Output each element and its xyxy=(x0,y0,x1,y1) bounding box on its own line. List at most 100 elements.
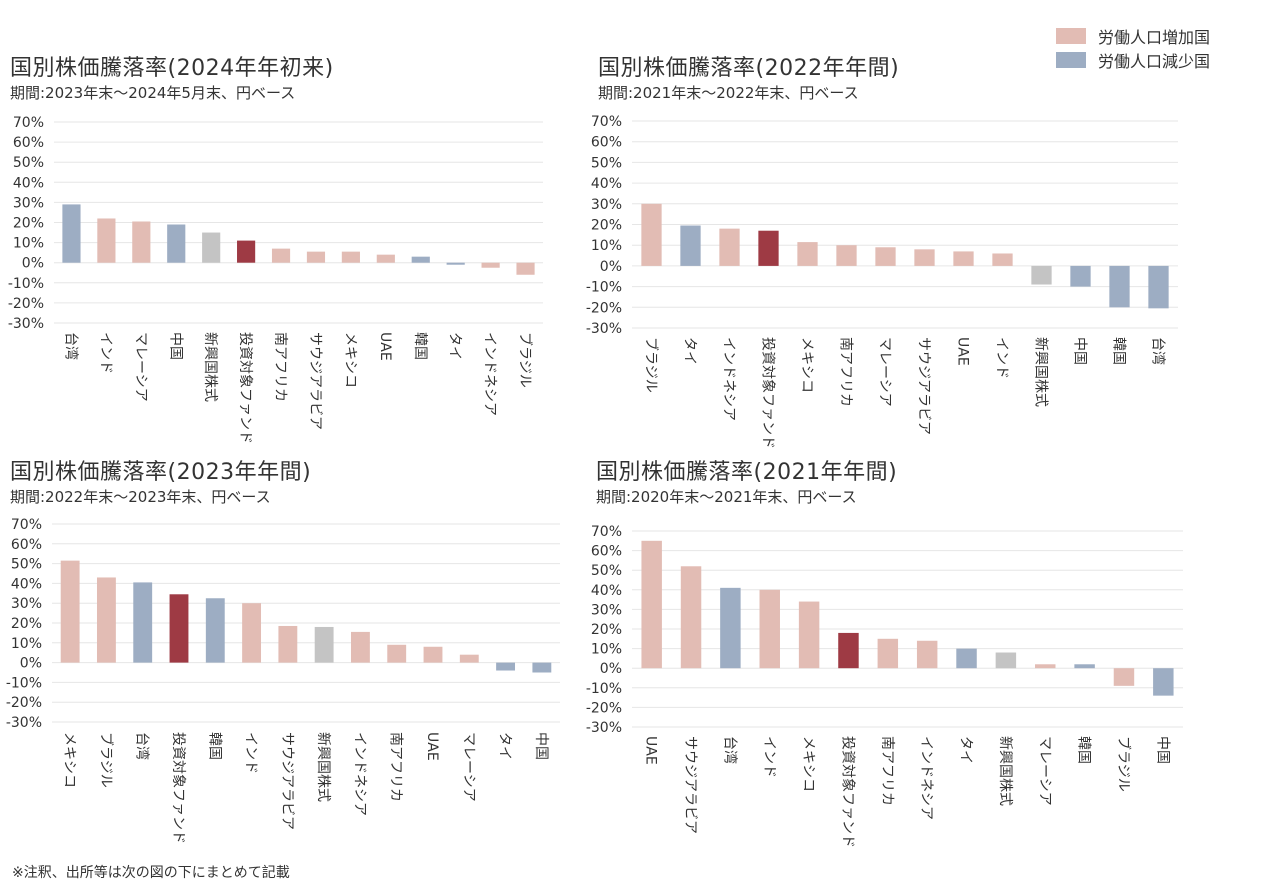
bar-ブラジル xyxy=(641,203,662,266)
bar-韓国 xyxy=(1109,265,1130,308)
x-tick-label: 韓国 xyxy=(412,332,428,360)
bar-インド xyxy=(97,218,116,263)
x-tick-label: 中国 xyxy=(1072,337,1088,365)
legend-swatch-decrease xyxy=(1056,52,1086,68)
chart-title-2024: 国別株価騰落率(2024年年初来) xyxy=(10,56,334,81)
x-axis-labels: ブラジル タイ インドネシア 投資対象ファンド メキシコ 南アフリカ マレーシア サウジアラビ… xyxy=(643,337,1167,449)
x-tick-label: ブラジル xyxy=(97,732,114,788)
x-tick-label: サウジアラビア xyxy=(307,332,323,430)
bar-タイ xyxy=(680,225,701,266)
y-tick-label: 10% xyxy=(591,642,622,658)
x-tick-label: メキシコ xyxy=(342,332,358,388)
y-tick-label: 0% xyxy=(600,661,622,677)
y-tick-label: 10% xyxy=(13,236,44,252)
x-tick-label: 韓国 xyxy=(206,732,222,760)
x-tick-label: ブラジル xyxy=(517,332,534,388)
x-tick-label: 南アフリカ xyxy=(879,736,895,806)
x-tick-label: インドネシア xyxy=(351,732,367,816)
y-tick-label: -20% xyxy=(8,296,44,312)
x-tick-label: 韓国 xyxy=(1076,736,1092,764)
legend-label-increase: 労働人口増加国 xyxy=(1098,28,1211,47)
bar-南アフリカ xyxy=(877,638,899,669)
bar-マレーシア xyxy=(132,221,151,263)
x-axis-labels: メキシコ ブラジル 台湾 投資対象ファンド 韓国 インド サウジアラビア 新興国株式 インドネシ… xyxy=(61,732,549,844)
bar-韓国 xyxy=(411,256,430,263)
x-tick-label: 新興国株式 xyxy=(1033,337,1049,407)
bars xyxy=(62,204,535,275)
y-tick-label: 20% xyxy=(591,218,622,234)
y-tick-label: 30% xyxy=(591,197,622,213)
y-tick-label: -20% xyxy=(586,300,622,316)
legend-swatch-increase xyxy=(1056,28,1086,44)
y-tick-label: -20% xyxy=(586,700,622,716)
x-tick-label: インド xyxy=(243,732,259,774)
bar-中国 xyxy=(1153,668,1174,696)
bar-新興国株式 xyxy=(314,626,334,663)
x-tick-label: 台湾 xyxy=(134,732,151,760)
y-tick-label: 70% xyxy=(591,114,622,130)
x-tick-label: マレーシア xyxy=(877,337,893,407)
y-tick-label: 40% xyxy=(591,583,622,599)
y-tick-label: 0% xyxy=(600,259,622,275)
y-tick-label: 30% xyxy=(13,195,44,211)
bar-ブラジル xyxy=(516,262,535,275)
x-tick-label: インドネシア xyxy=(918,736,934,820)
x-tick-label: UAE xyxy=(643,736,659,765)
y-tick-label: 10% xyxy=(591,238,622,254)
y-tick-label: -30% xyxy=(586,321,622,337)
y-tick-label: 40% xyxy=(11,576,42,592)
y-tick-label: 70% xyxy=(11,517,42,533)
y-tick-label: -20% xyxy=(6,695,42,711)
y-tick-label: -30% xyxy=(6,715,42,731)
bar-投資対象ファンド xyxy=(169,594,189,663)
bar-インドネシア xyxy=(916,640,938,669)
bar-南アフリカ xyxy=(836,245,857,266)
gridlines xyxy=(54,121,543,324)
y-tick-label: 30% xyxy=(591,602,622,618)
legend-item-decrease: 労働人口減少国 xyxy=(1056,48,1210,72)
x-tick-label: UAE xyxy=(955,337,971,366)
x-tick-label: UAE xyxy=(377,332,393,361)
x-tick-label: インドネシア xyxy=(721,337,737,421)
x-tick-label: インド xyxy=(97,332,113,374)
bar-chart-2023: 70% 60% 50% 40% 30% 20% 10% 0% -10% -20% -30% メキシコ ブ… xyxy=(6,517,560,844)
bar-インドネシア xyxy=(481,262,500,268)
x-tick-label: インド xyxy=(761,736,777,778)
y-tick-label: 10% xyxy=(11,636,42,652)
bar-サウジアラビア xyxy=(680,566,702,669)
legend-item-increase: 労働人口増加国 xyxy=(1056,24,1210,48)
bar-韓国 xyxy=(205,598,225,663)
bar-投資対象ファンド xyxy=(758,230,779,266)
x-tick-label: ブラジル xyxy=(1115,736,1132,792)
legend-label-decrease: 労働人口減少国 xyxy=(1098,52,1211,71)
bar-インドネシア xyxy=(719,228,740,266)
x-tick-label: 新興国株式 xyxy=(202,332,218,402)
bar-メキシコ xyxy=(60,560,80,663)
bar-マレーシア xyxy=(459,654,479,663)
y-tick-label: -30% xyxy=(586,720,622,736)
x-tick-label: タイ xyxy=(497,732,513,760)
x-tick-label: ブラジル xyxy=(643,337,660,393)
bar-台湾 xyxy=(720,587,741,669)
bar-UAE xyxy=(376,254,395,263)
x-tick-label: メキシコ xyxy=(61,732,77,788)
bar-サウジアラビア xyxy=(278,625,298,663)
x-tick-label: タイ xyxy=(447,332,463,360)
x-tick-label: タイ xyxy=(958,736,974,764)
y-tick-label: 20% xyxy=(591,622,622,638)
x-tick-label: 台湾 xyxy=(62,332,79,360)
bar-新興国株式 xyxy=(995,652,1017,669)
y-tick-label: 0% xyxy=(20,656,42,672)
chart-legend: 労働人口増加国 労働人口減少国 xyxy=(1056,24,1210,72)
chart-subtitle-2022: 期間:2021年末～2022年末、円ベース xyxy=(598,84,859,102)
y-tick-label: -10% xyxy=(586,280,622,296)
x-tick-label: 中国 xyxy=(1154,736,1170,764)
bar-chart-2021: 70% 60% 50% 40% 30% 20% 10% 0% -10% -20% -30% UAE サウ… xyxy=(586,524,1183,848)
y-tick-label: 60% xyxy=(591,544,622,560)
bars xyxy=(60,560,552,673)
gridlines xyxy=(632,120,1178,329)
bar-chart-2024: 70% 60% 50% 40% 30% 20% 10% 0% -10% -20% -30% 台湾 インド… xyxy=(8,115,543,444)
y-tick-label: 50% xyxy=(11,557,42,573)
y-tick-label: 70% xyxy=(13,115,44,131)
x-tick-label: メキシコ xyxy=(799,337,815,393)
